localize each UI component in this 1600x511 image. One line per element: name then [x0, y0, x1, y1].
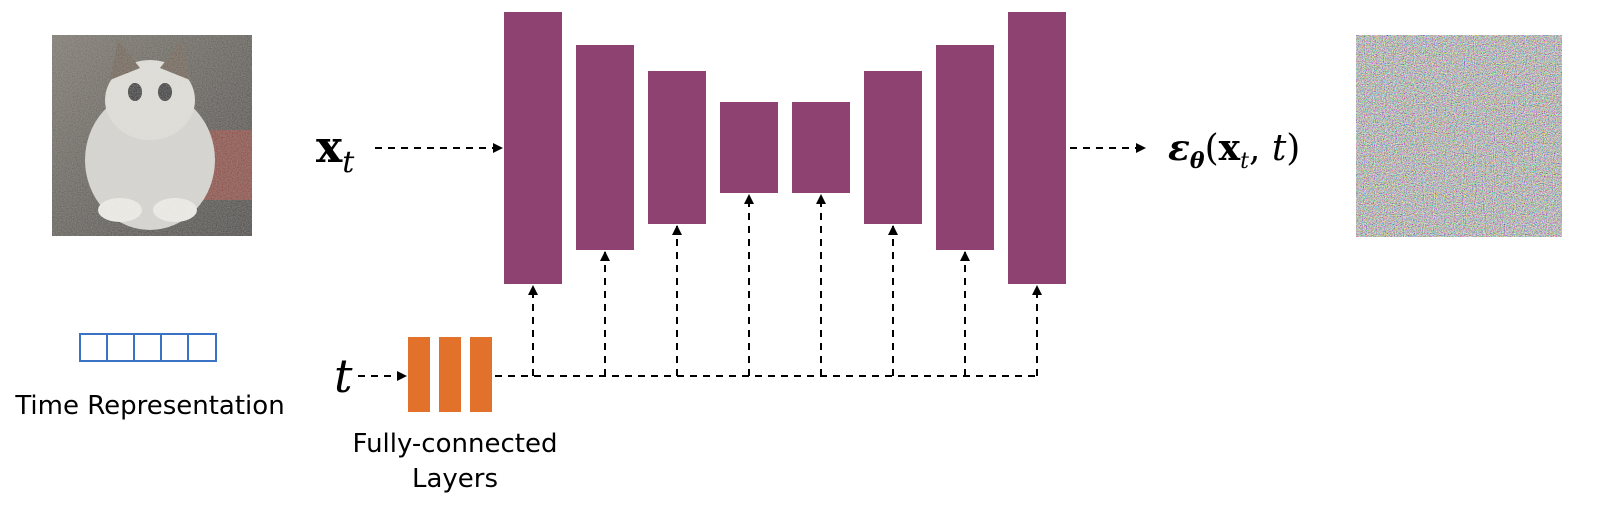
- time-vector: [79, 333, 217, 362]
- time-representation-label: Time Representation: [14, 391, 284, 421]
- symbol: (: [1205, 128, 1219, 169]
- unet-block: [864, 71, 922, 224]
- unet-block: [504, 12, 562, 284]
- fc-layer: [439, 337, 461, 412]
- subscript: θ: [1190, 148, 1205, 174]
- symbol: x: [316, 122, 343, 173]
- arrows: [358, 143, 1146, 381]
- input-image: [52, 35, 252, 236]
- unet-block: [648, 71, 706, 224]
- unet-block: [1008, 12, 1066, 284]
- fc-layer: [470, 337, 492, 412]
- fc-layers: [408, 337, 492, 412]
- subscript: t: [1240, 149, 1249, 174]
- output-noise-image: [1356, 35, 1562, 237]
- symbol: ,: [1249, 128, 1272, 169]
- fc-label: Layers: [412, 464, 498, 494]
- symbol: ): [1286, 128, 1300, 169]
- symbol: t: [1272, 128, 1287, 169]
- symbol: ε: [1168, 127, 1190, 169]
- time-label: t: [334, 349, 353, 403]
- subscript: t: [342, 145, 355, 180]
- unet: [504, 12, 1066, 284]
- unet-block: [792, 102, 850, 193]
- unet-block: [936, 45, 994, 250]
- output-label: εθ(xt, t): [1168, 127, 1300, 174]
- input-label: xt: [316, 122, 355, 180]
- unet-block: [720, 102, 778, 193]
- fc-layer: [408, 337, 430, 412]
- unet-block: [576, 45, 634, 250]
- symbol: x: [1219, 127, 1241, 169]
- fc-label: Fully-connected: [353, 429, 558, 459]
